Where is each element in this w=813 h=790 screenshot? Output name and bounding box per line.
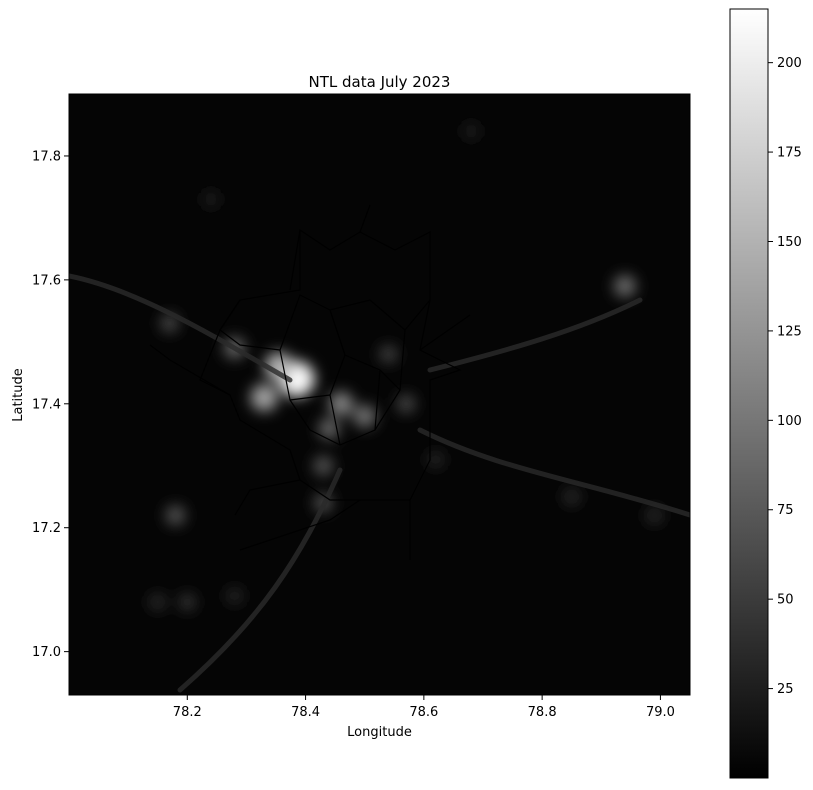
colorbar-tick-label: 150 [777, 235, 802, 250]
boundary-3 [289, 394, 331, 401]
hotspot-5 [353, 404, 377, 428]
boundary-10 [219, 299, 281, 351]
x-tick-label: 79.0 [646, 705, 675, 720]
y-axis: 17.0 17.2 17.4 17.6 17.8 [32, 149, 69, 660]
boundary-8 [239, 499, 361, 551]
x-axis: 78.2 78.4 78.6 78.8 79.0 [173, 695, 675, 720]
plot-area [68, 93, 691, 696]
hotspot-2 [264, 352, 294, 381]
hotspot-8 [313, 455, 334, 476]
hotspot-12 [165, 505, 186, 526]
y-tick-label: 17.2 [32, 521, 61, 536]
hotspot-16 [149, 593, 166, 611]
hotspot-20 [646, 507, 663, 524]
y-tick-label: 17.0 [32, 645, 61, 660]
corridor-southwest [177, 467, 343, 693]
x-tick-label: 78.6 [409, 705, 438, 720]
y-tick-label: 17.8 [32, 149, 61, 164]
y-tick-label: 17.6 [32, 273, 61, 288]
hotspot-19 [563, 488, 580, 505]
boundary-13 [234, 479, 301, 516]
colorbar-tick-label: 125 [777, 324, 802, 339]
hotspot-18 [427, 451, 444, 468]
corridor-west [69, 273, 293, 383]
hotspot-15 [178, 593, 196, 611]
colorbar-tick-label: 200 [777, 56, 802, 71]
hotspot-11 [160, 313, 179, 333]
heatmap-background [69, 94, 690, 695]
hotspot-17 [226, 588, 243, 604]
hotspot-14 [613, 275, 636, 298]
colorbar-tick-label: 25 [777, 682, 794, 697]
colorbar-tick-label: 50 [777, 593, 794, 608]
colorbar-gradient [729, 8, 769, 779]
hotspot-6 [318, 417, 340, 440]
x-axis-label: Longitude [347, 725, 412, 740]
x-tick-label: 78.8 [528, 705, 557, 720]
boundary-5 [289, 229, 301, 291]
hotspot-9 [396, 394, 416, 414]
hotspot-4 [329, 391, 354, 416]
corridor-east [417, 427, 690, 518]
colorbar-tick-label: 175 [777, 146, 802, 161]
corridor-northeast [427, 297, 643, 373]
x-tick-label: 78.4 [291, 705, 320, 720]
boundary-1 [329, 309, 401, 391]
y-tick-label: 17.4 [32, 397, 61, 412]
colorbar-tick-label: 75 [777, 503, 794, 518]
hotspot-22 [203, 191, 219, 207]
colorbar: 25 50 75 100 125 150 175 200 [729, 8, 802, 779]
hotspot-10 [379, 345, 398, 364]
boundary-12 [404, 299, 431, 331]
colorbar-tick-label: 100 [777, 414, 802, 429]
hotspot-3 [250, 384, 278, 412]
x-tick-label: 78.2 [173, 705, 202, 720]
hotspot-21 [463, 123, 479, 139]
boundary-11 [419, 314, 471, 351]
boundary-6 [359, 204, 371, 233]
district-boundaries [149, 204, 471, 560]
light-corridors [69, 273, 690, 693]
boundary-4 [374, 369, 381, 431]
boundary-7 [149, 344, 231, 396]
chart-title: NTL data July 2023 [309, 73, 451, 91]
outer-boundary [199, 228, 462, 501]
y-axis-label: Latitude [11, 368, 26, 422]
plot-frame [68, 93, 691, 696]
colorbar-ticks: 25 50 75 100 125 150 175 200 [768, 56, 802, 697]
